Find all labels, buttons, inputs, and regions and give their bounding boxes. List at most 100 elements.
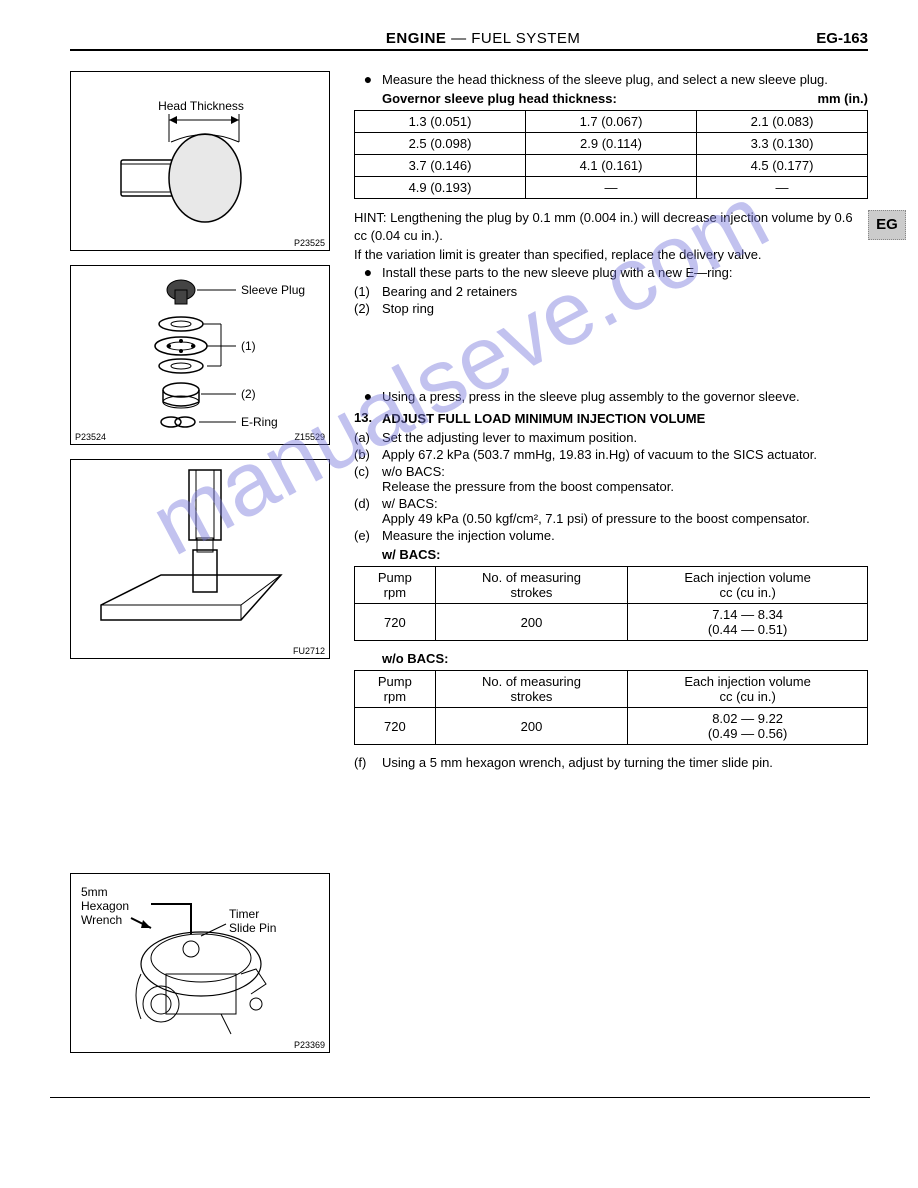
item1-text: Bearing and 2 retainers bbox=[382, 284, 517, 299]
bullet3-text: Using a press, press in the sleeve plug … bbox=[382, 388, 868, 406]
cell: — bbox=[526, 177, 697, 199]
side-tab: EG bbox=[868, 210, 906, 240]
item1-num: (1) bbox=[354, 284, 382, 299]
step-e: (e) Measure the injection volume. bbox=[354, 528, 868, 543]
table-thickness: 1.3 (0.051) 1.7 (0.067) 2.1 (0.083) 2.5 … bbox=[354, 110, 868, 199]
subhead1-right: mm (in.) bbox=[817, 91, 868, 106]
subhead1-left: Governor sleeve plug head thickness: bbox=[382, 91, 617, 106]
table-row: Pumprpm No. of measuringstrokes Each inj… bbox=[355, 567, 868, 604]
subhead-1: Governor sleeve plug head thickness: mm … bbox=[382, 91, 868, 106]
page-container: manualseve.com ENGINE — FUEL SYSTEM EG-1… bbox=[0, 0, 918, 1158]
fig2-svg: Sleeve Plug (1) bbox=[71, 266, 329, 442]
fig4-label-wrench: Wrench bbox=[81, 913, 122, 927]
e-label: (e) bbox=[354, 528, 382, 543]
e-text: Measure the injection volume. bbox=[382, 528, 555, 543]
cell: 4.9 (0.193) bbox=[355, 177, 526, 199]
table-row: 720 200 8.02 — 9.22(0.49 — 0.56) bbox=[355, 708, 868, 745]
bullet-2: ● Install these parts to the new sleeve … bbox=[354, 264, 868, 282]
bullet-icon: ● bbox=[354, 71, 382, 89]
bullet2-text: Install these parts to the new sleeve pl… bbox=[382, 264, 868, 282]
cell: 1.3 (0.051) bbox=[355, 111, 526, 133]
cell: Each injection volumecc (cu in.) bbox=[628, 567, 868, 604]
fig2-code-left: P23524 bbox=[75, 432, 106, 442]
item-2: (2) Stop ring bbox=[354, 301, 868, 316]
a-label: (a) bbox=[354, 430, 382, 445]
d-text1: w/ BACS: bbox=[382, 496, 810, 511]
fig2-code-right: Z15529 bbox=[294, 432, 325, 442]
hint-text: HINT: Lengthening the plug by 0.1 mm (0.… bbox=[354, 209, 868, 245]
b-label: (b) bbox=[354, 447, 382, 462]
table3-label: w/o BACS: bbox=[382, 651, 868, 666]
step-a: (a) Set the adjusting lever to maximum p… bbox=[354, 430, 868, 445]
fig4-code: P23369 bbox=[294, 1040, 325, 1050]
table-without-bacs: Pumprpm No. of measuringstrokes Each inj… bbox=[354, 670, 868, 745]
b-text: Apply 67.2 kPa (503.7 mmHg, 19.83 in.Hg)… bbox=[382, 447, 817, 462]
d-label: (d) bbox=[354, 496, 382, 526]
bullet-icon: ● bbox=[354, 388, 382, 406]
cell: No. of measuringstrokes bbox=[435, 671, 628, 708]
cell: 8.02 — 9.22(0.49 — 0.56) bbox=[628, 708, 868, 745]
a-text: Set the adjusting lever to maximum posit… bbox=[382, 430, 637, 445]
figure-sleeve-plug: Sleeve Plug (1) bbox=[70, 265, 330, 445]
bottom-rule bbox=[50, 1097, 870, 1098]
text-column: ● Measure the head thickness of the slee… bbox=[354, 71, 868, 1067]
fig4-label-5mm: 5mm bbox=[81, 885, 108, 899]
table-row: 2.5 (0.098) 2.9 (0.114) 3.3 (0.130) bbox=[355, 133, 868, 155]
cell: 720 bbox=[355, 604, 436, 641]
cell: — bbox=[697, 177, 868, 199]
table-row: 720 200 7.14 — 8.34(0.44 — 0.51) bbox=[355, 604, 868, 641]
table-row: 3.7 (0.146) 4.1 (0.161) 4.5 (0.177) bbox=[355, 155, 868, 177]
f-text: Using a 5 mm hexagon wrench, adjust by t… bbox=[382, 755, 773, 770]
c-text2: Release the pressure from the boost comp… bbox=[382, 479, 674, 494]
bullet-icon: ● bbox=[354, 264, 382, 282]
item-1: (1) Bearing and 2 retainers bbox=[354, 284, 868, 299]
cell: 2.5 (0.098) bbox=[355, 133, 526, 155]
step13-title: ADJUST FULL LOAD MINIMUM INJECTION VOLUM… bbox=[382, 410, 705, 428]
fig4-svg: 5mm Hexagon Wrench Timer Slide Pin bbox=[71, 874, 329, 1050]
bullet-3: ● Using a press, press in the sleeve plu… bbox=[354, 388, 868, 406]
header-section-bold: ENGINE bbox=[386, 30, 447, 47]
cell: Pumprpm bbox=[355, 671, 436, 708]
fig3-code: FU2712 bbox=[293, 646, 325, 656]
fig2-label-ering: E-Ring bbox=[241, 415, 278, 429]
cell: No. of measuringstrokes bbox=[435, 567, 628, 604]
cell: 720 bbox=[355, 708, 436, 745]
figure-hex-wrench: 5mm Hexagon Wrench Timer Slide Pin bbox=[70, 873, 330, 1053]
table-row: 1.3 (0.051) 1.7 (0.067) 2.1 (0.083) bbox=[355, 111, 868, 133]
fig1-code: P23525 bbox=[294, 238, 325, 248]
step-f: (f) Using a 5 mm hexagon wrench, adjust … bbox=[354, 755, 868, 770]
table-with-bacs: Pumprpm No. of measuringstrokes Each inj… bbox=[354, 566, 868, 641]
d-text2: Apply 49 kPa (0.50 kgf/cm², 7.1 psi) of … bbox=[382, 511, 810, 526]
content-area: Head Thickness P23525 bbox=[70, 71, 868, 1067]
c-text1: w/o BACS: bbox=[382, 464, 674, 479]
cell: Each injection volumecc (cu in.) bbox=[628, 671, 868, 708]
step-13: 13. ADJUST FULL LOAD MINIMUM INJECTION V… bbox=[354, 410, 868, 428]
item2-text: Stop ring bbox=[382, 301, 434, 316]
table-row: Pumprpm No. of measuringstrokes Each inj… bbox=[355, 671, 868, 708]
cell: 3.7 (0.146) bbox=[355, 155, 526, 177]
figure-press: FU2712 bbox=[70, 459, 330, 659]
if-variation-text: If the variation limit is greater than s… bbox=[354, 246, 868, 264]
fig1-svg: Head Thickness bbox=[71, 72, 329, 248]
bullet1-text: Measure the head thickness of the sleeve… bbox=[382, 71, 868, 89]
c-label: (c) bbox=[354, 464, 382, 494]
cell: 3.3 (0.130) bbox=[697, 133, 868, 155]
step-c: (c) w/o BACS: Release the pressure from … bbox=[354, 464, 868, 494]
page-header: ENGINE — FUEL SYSTEM EG-163 bbox=[70, 30, 868, 51]
step-d: (d) w/ BACS: Apply 49 kPa (0.50 kgf/cm²,… bbox=[354, 496, 868, 526]
fig4-label-hex: Hexagon bbox=[81, 899, 129, 913]
cell: Pumprpm bbox=[355, 567, 436, 604]
f-label: (f) bbox=[354, 755, 382, 770]
item2-num: (2) bbox=[354, 301, 382, 316]
cell: 1.7 (0.067) bbox=[526, 111, 697, 133]
cell: 4.5 (0.177) bbox=[697, 155, 868, 177]
page-number: EG-163 bbox=[816, 30, 868, 47]
fig4-label-slide: Slide Pin bbox=[229, 921, 276, 935]
cell: 200 bbox=[435, 708, 628, 745]
fig2-label2: (2) bbox=[241, 387, 256, 401]
figures-column: Head Thickness P23525 bbox=[70, 71, 330, 1067]
header-title: ENGINE — FUEL SYSTEM bbox=[150, 30, 816, 47]
step13-num: 13. bbox=[354, 410, 382, 428]
header-section-rest: — FUEL SYSTEM bbox=[446, 30, 580, 47]
cell: 7.14 — 8.34(0.44 — 0.51) bbox=[628, 604, 868, 641]
